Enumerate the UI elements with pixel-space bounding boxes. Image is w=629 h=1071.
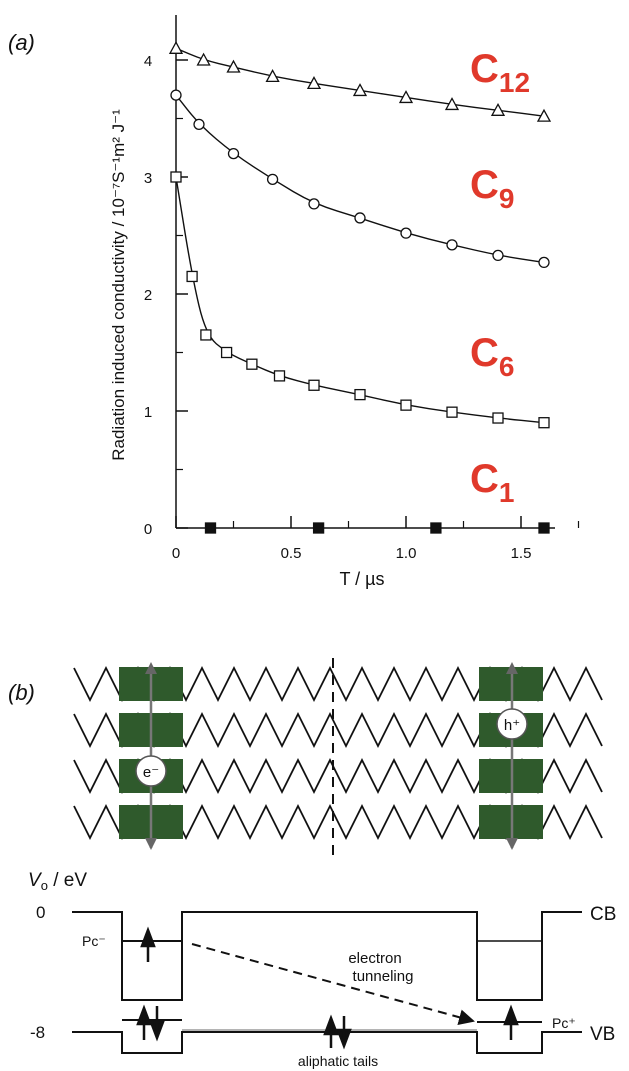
- point-C12-8: [490, 102, 506, 116]
- aliphatic-spin-up-arrow: [323, 1014, 339, 1048]
- electron-circle: [135, 755, 167, 787]
- electron-path-up-arrow: [145, 662, 157, 674]
- x-tick-label-0: 0: [172, 545, 180, 562]
- point-C9-7: [446, 239, 458, 251]
- x-tick-label-0.5: 0.5: [281, 545, 302, 562]
- hole-circle: [496, 708, 528, 740]
- phthalocyanine-cores: [119, 667, 543, 839]
- y-tick-label-3: 3: [144, 170, 152, 187]
- aliphatic-spin-down-arrow: [336, 1016, 352, 1050]
- point-C12-0: [168, 40, 184, 54]
- point-C9-0: [170, 89, 182, 101]
- y-tick-label-0: 0: [144, 521, 152, 538]
- point-C6-9: [446, 406, 458, 418]
- point-C1-2: [430, 522, 442, 534]
- point-C12-5: [352, 83, 368, 97]
- aliphatic-tails-label: aliphatic tails: [298, 1053, 378, 1069]
- point-C1-0: [204, 522, 217, 534]
- series-label-C12: C12: [470, 47, 530, 98]
- point-C9-2: [227, 147, 240, 160]
- point-C6-4: [246, 358, 258, 370]
- point-C12-2: [226, 59, 241, 73]
- y-tick-label-1: 1: [144, 404, 152, 421]
- point-C9-9: [538, 256, 550, 269]
- y-axis-label: Radiation induced conductivity / 10⁻⁷S⁻¹…: [109, 109, 128, 461]
- electron-path-down-arrow: [145, 838, 157, 850]
- left-homo-spin-down-arrow: [149, 1006, 165, 1042]
- series-label-C6: C6: [470, 331, 514, 382]
- point-C6-10: [492, 412, 504, 424]
- energy-tick-minus8: -8: [30, 1023, 45, 1042]
- conduction-band-line: [72, 911, 582, 1001]
- left-homo-spin-up-arrow: [136, 1004, 152, 1040]
- series-label-C9: C9: [470, 163, 514, 214]
- tunneling-label-line2: tunneling: [353, 968, 414, 985]
- series-C6: [170, 171, 550, 429]
- panel-b-label: (b): [8, 680, 35, 705]
- hole-label: h⁺: [504, 717, 520, 734]
- series-C1: [204, 522, 550, 534]
- series-C12: [168, 40, 552, 122]
- energy-tick-0: 0: [36, 903, 45, 922]
- y-tick-label-4: 4: [144, 53, 152, 70]
- energy-axis-label: Vo / eV: [28, 870, 87, 893]
- point-C6-1: [186, 270, 198, 283]
- series-layer: [168, 40, 552, 534]
- point-C12-3: [265, 69, 280, 83]
- series-labels: C12 C9 C6 C1: [470, 47, 530, 508]
- pc-minus-spin-up-arrow: [140, 926, 156, 962]
- point-C1-3: [538, 522, 550, 534]
- series-label-C1: C1: [470, 457, 514, 508]
- pc-plus-label: Pc⁺: [552, 1015, 576, 1031]
- x-axis-label: T / µs: [339, 569, 384, 589]
- x-tick-label-1.5: 1.5: [511, 545, 532, 562]
- point-C12-9: [536, 108, 552, 122]
- point-C9-4: [308, 198, 320, 210]
- point-C6-8: [400, 399, 412, 411]
- point-C6-3: [220, 346, 233, 359]
- x-tick-label-1.0: 1.0: [396, 545, 417, 562]
- point-C6-6: [308, 379, 320, 391]
- point-C12-4: [306, 76, 322, 90]
- point-C9-3: [266, 173, 279, 185]
- y-ticks: 0 1 2 3 4: [144, 53, 188, 538]
- point-C1-1: [312, 522, 325, 534]
- y-tick-label-2: 2: [144, 287, 152, 304]
- point-C6-0: [170, 171, 182, 183]
- point-C6-11: [538, 417, 550, 429]
- series-C9: [170, 89, 550, 269]
- point-C9-6: [400, 227, 412, 239]
- point-C9-8: [492, 249, 504, 262]
- point-C12-6: [398, 90, 414, 104]
- tunneling-label-line1: electron: [348, 950, 401, 967]
- point-C6-2: [200, 329, 212, 341]
- point-C12-1: [196, 52, 211, 66]
- vb-label: VB: [590, 1024, 615, 1045]
- pc-minus-label: Pc⁻: [82, 933, 106, 949]
- point-C9-1: [193, 118, 205, 130]
- point-C6-7: [354, 388, 366, 401]
- electron-tunneling-arrow: [191, 943, 475, 1026]
- pc-plus-spin-up-arrow: [503, 1004, 519, 1040]
- x-ticks: 0 0.5 1.0 1.5: [172, 516, 580, 562]
- point-C6-5: [273, 370, 286, 382]
- cb-label: CB: [590, 904, 616, 925]
- hole-path-up-arrow: [506, 662, 518, 674]
- electron-label: e⁻: [143, 764, 159, 781]
- panel-a-label: (a): [8, 30, 35, 55]
- hole-path-down-arrow: [506, 838, 518, 850]
- point-C12-7: [444, 97, 460, 111]
- chart-axes: 0 1 2 3 4 0 0.5 1.0 1.5: [144, 15, 580, 562]
- point-C9-5: [354, 212, 366, 224]
